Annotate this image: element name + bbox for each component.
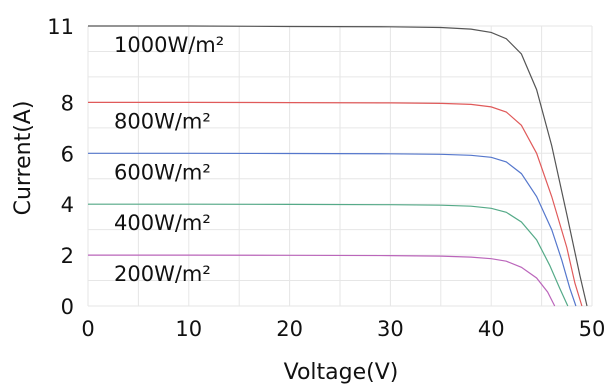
y-tick-label: 11 xyxy=(47,15,74,39)
series-label-0: 1000W/m² xyxy=(114,33,224,57)
x-tick-label: 30 xyxy=(377,317,404,341)
series-label-3: 400W/m² xyxy=(114,211,211,235)
series-group xyxy=(88,25,588,307)
series-line-1 xyxy=(88,101,583,307)
series-line-0 xyxy=(88,25,588,307)
series-label-2: 600W/m² xyxy=(114,160,211,184)
series-line-4 xyxy=(88,254,556,307)
x-tick-label: 20 xyxy=(276,317,303,341)
y-ticks: 0 2 4 6 8 11 xyxy=(47,15,74,319)
y-tick-label: 2 xyxy=(61,244,74,268)
x-tick-label: 10 xyxy=(175,317,202,341)
x-tick-label: 50 xyxy=(579,317,606,341)
series-label-1: 800W/m² xyxy=(114,109,211,133)
series-line-2 xyxy=(88,152,577,307)
y-tick-label: 4 xyxy=(61,193,74,217)
series-line-3 xyxy=(88,203,569,307)
x-axis-label: Voltage(V) xyxy=(284,360,399,385)
y-tick-label: 0 xyxy=(61,295,74,319)
y-tick-label: 6 xyxy=(61,142,74,166)
x-ticks: 0 10 20 30 40 50 xyxy=(81,317,605,341)
series-label-4: 200W/m² xyxy=(114,262,211,286)
y-axis-label: Current(A) xyxy=(11,101,36,216)
x-tick-label: 40 xyxy=(478,317,505,341)
x-tick-label: 0 xyxy=(81,317,94,341)
series-labels: 1000W/m² 800W/m² 600W/m² 400W/m² 200W/m² xyxy=(114,33,224,286)
y-tick-label: 8 xyxy=(61,91,74,115)
